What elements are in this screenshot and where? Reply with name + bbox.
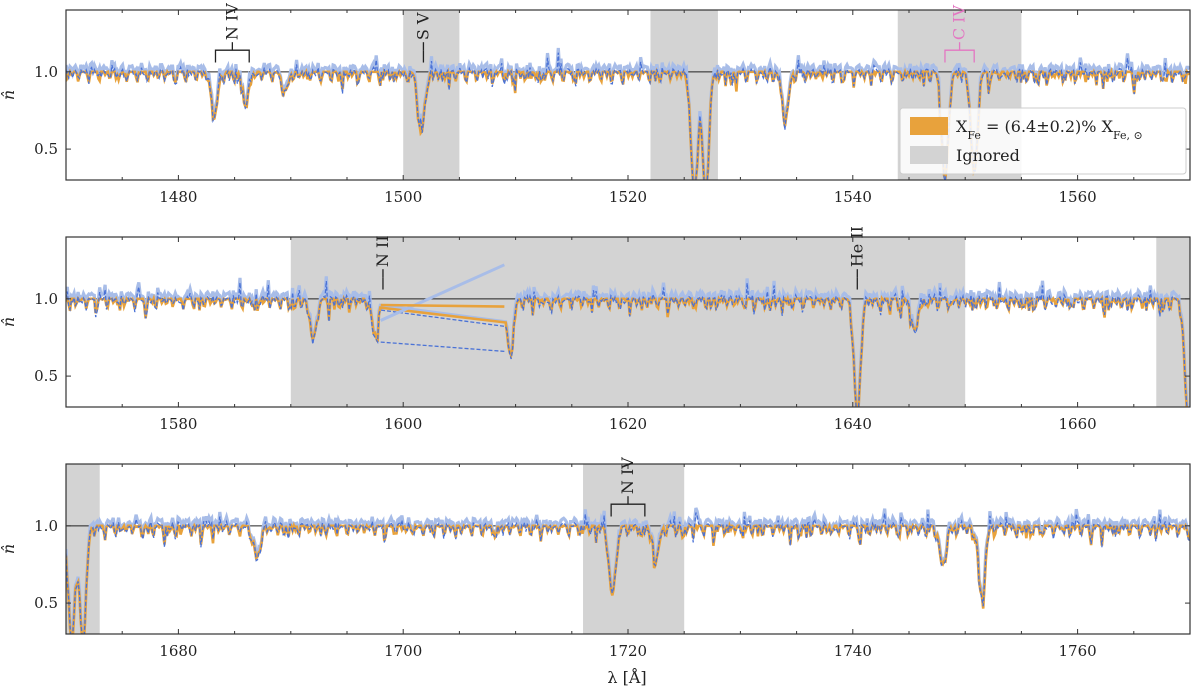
x-tick-label: 1500	[384, 188, 422, 206]
panel-3: 1680 1700 1720 1740 1760 0.5 1.0 n̂ N IV	[0, 457, 1191, 660]
legend-box	[899, 107, 1187, 175]
y-tick-label: 1.0	[34, 290, 58, 308]
panel-1: 1480 1500 1520 1540 1560 0.5 1.0 n̂ N IV S V C IV	[0, 3, 1191, 206]
ignored-region	[290, 237, 966, 407]
ignored-region	[66, 464, 100, 634]
spectra	[66, 47, 1190, 180]
gap-bridge-model	[380, 303, 505, 308]
observed-spectrum	[66, 512, 1190, 634]
spectra	[66, 507, 1190, 634]
line-id-s-v: S V	[413, 12, 432, 63]
line-id-label: C IV	[950, 5, 969, 41]
x-axis-label: λ [Å]	[607, 667, 646, 687]
gap-bridge-smoothed	[380, 263, 505, 322]
legend: XFe = (6.4±0.2)% XFe, ⊙ Ignored	[899, 107, 1187, 175]
x-tick-label: 1680	[159, 642, 197, 660]
x-tick-label: 1560	[1059, 188, 1097, 206]
line-id-n-iv: N IV	[610, 457, 646, 517]
x-tick-label: 1760	[1059, 642, 1097, 660]
x-tick-label: 1600	[384, 415, 422, 433]
ignored-region	[403, 10, 460, 180]
legend-swatch-model	[910, 117, 948, 135]
x-tick-label: 1700	[384, 642, 422, 660]
line-id-n-iv: N IV	[214, 3, 250, 63]
panel-2: 1580 1600 1620 1640 1660 0.5 1.0 n̂ N II He II	[0, 226, 1191, 433]
line-id-label: N IV	[618, 457, 637, 494]
x-tick-label: 1660	[1059, 415, 1097, 433]
legend-label-model: XFe = (6.4±0.2)% XFe, ⊙	[956, 117, 1143, 142]
x-tick-label: 1720	[609, 642, 647, 660]
y-axis-label: n̂	[0, 544, 18, 554]
x-tick-label: 1740	[834, 642, 872, 660]
line-id-label: N IV	[222, 3, 241, 40]
spectra	[66, 263, 1190, 407]
x-tick-label: 1540	[834, 188, 872, 206]
line-id-c-iv: C IV	[944, 5, 975, 63]
smoothed-observed-spectrum	[66, 507, 1190, 634]
line-id-n-ii: N II	[373, 235, 392, 290]
observed-spectrum	[66, 52, 1190, 180]
y-axis-label: n̂	[0, 90, 18, 100]
y-tick-label: 1.0	[34, 517, 58, 535]
y-tick-label: 0.5	[34, 140, 58, 158]
x-tick-label: 1480	[159, 188, 197, 206]
ignored-region	[583, 464, 685, 634]
ignored-region	[650, 10, 718, 180]
y-tick-label: 0.5	[34, 367, 58, 385]
legend-label-ignored: Ignored	[956, 146, 1020, 165]
legend-swatch-ignored	[910, 146, 948, 164]
x-tick-label: 1520	[609, 188, 647, 206]
y-tick-label: 1.0	[34, 63, 58, 81]
line-id-label: He II	[847, 226, 866, 267]
line-id-label: N II	[373, 235, 392, 267]
x-tick-label: 1640	[834, 415, 872, 433]
gap-bridge-observed	[380, 341, 505, 353]
y-axis-label: n̂	[0, 317, 18, 327]
line-id-he-ii: He II	[847, 226, 866, 290]
line-id-label: S V	[413, 12, 432, 40]
x-tick-label: 1620	[609, 415, 647, 433]
smoothed-observed-spectrum	[66, 276, 1190, 407]
observed-spectrum	[66, 280, 1188, 407]
x-tick-label: 1580	[159, 415, 197, 433]
y-tick-label: 0.5	[34, 594, 58, 612]
